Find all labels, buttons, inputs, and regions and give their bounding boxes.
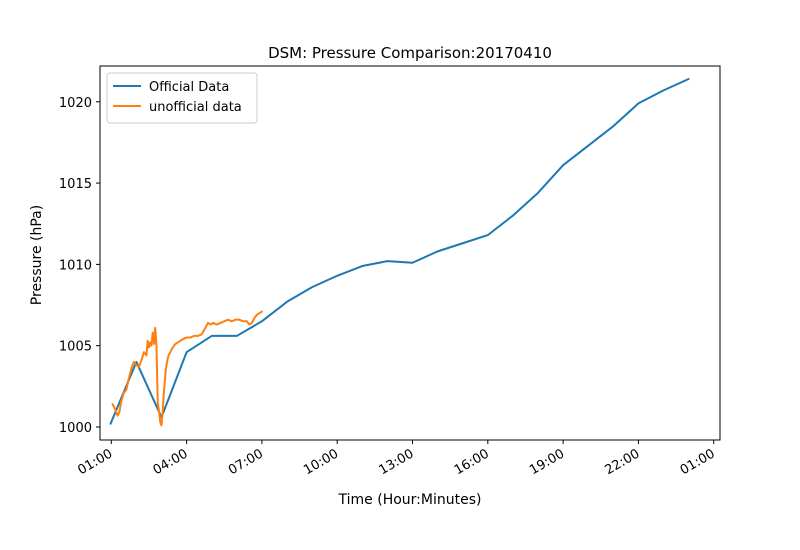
y-tick-label: 1020 <box>59 96 92 111</box>
legend-box <box>106 72 258 124</box>
legend-entry-2: unofficial data <box>149 100 242 115</box>
legend-entry-1: Official Data <box>149 80 229 95</box>
series-line-1 <box>109 78 690 425</box>
y-tick-label: 1015 <box>59 177 92 192</box>
chart-title: DSM: Pressure Comparison:20170410 <box>268 44 552 62</box>
legend: Official Data unofficial data <box>106 72 258 124</box>
y-tick-label: 1000 <box>59 421 92 436</box>
y-tick-label: 1005 <box>59 340 92 355</box>
series-layer <box>109 78 690 427</box>
plot-frame <box>99 65 721 441</box>
x-axis-label: Time (Hour:Minutes) <box>338 492 482 508</box>
y-tick-label: 1010 <box>59 258 92 273</box>
series-line-2 <box>111 310 263 427</box>
y-axis-label: Pressure (hPa) <box>29 205 45 305</box>
